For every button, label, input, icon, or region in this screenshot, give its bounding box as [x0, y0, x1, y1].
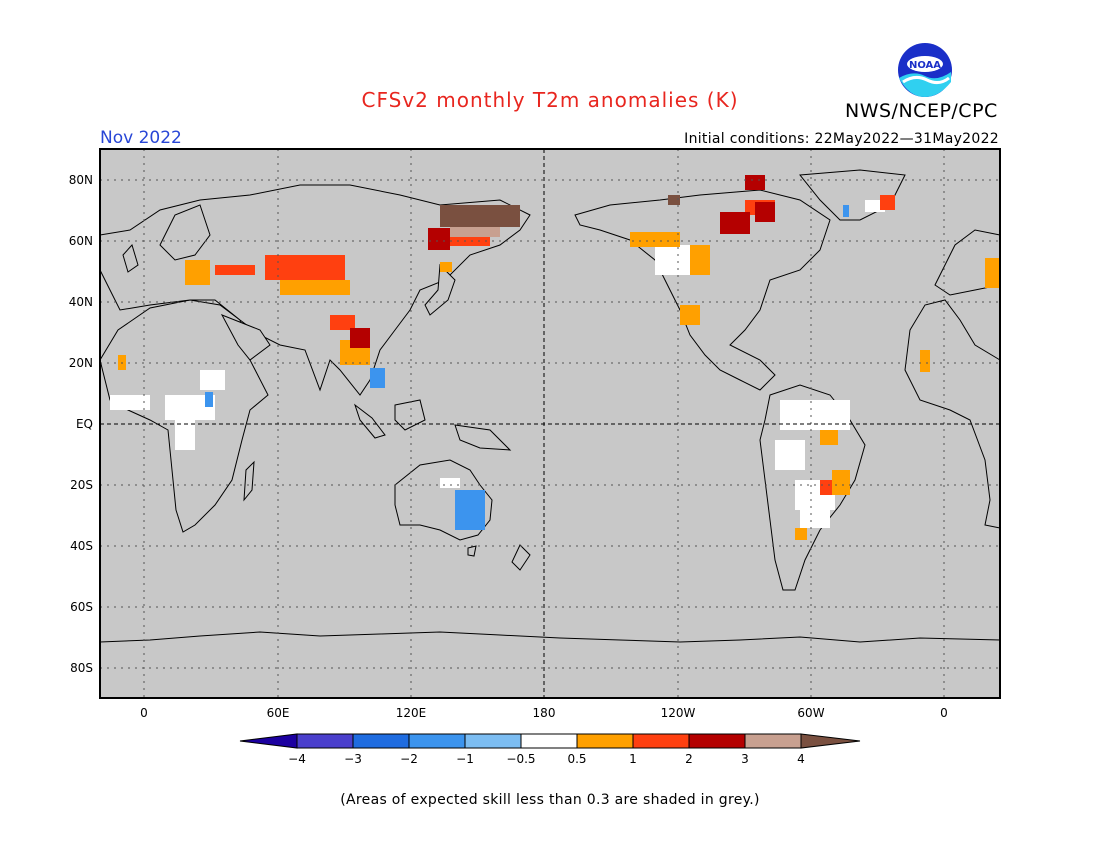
colorbar-max-arrow	[800, 733, 861, 749]
chart-title: CFSv2 monthly T2m anomalies (K)	[361, 88, 739, 112]
skill-footnote: (Areas of expected skill less than 0.3 a…	[340, 792, 760, 808]
colorbar-bin	[632, 733, 690, 749]
colorbar-bin	[464, 733, 522, 749]
colorbar-tick: 2	[685, 752, 693, 766]
anomaly-plus-2-to-3	[720, 212, 750, 234]
borneo	[394, 399, 426, 431]
colorbar-bin	[576, 733, 634, 749]
colorbar-bin	[744, 733, 802, 749]
lat-label: 20S	[70, 478, 93, 492]
lat-label: EQ	[76, 417, 93, 431]
new-guinea	[454, 424, 512, 451]
colorbar-bin	[520, 733, 578, 749]
anomaly-near-normal	[440, 478, 460, 488]
anomaly-plus-1-to-2	[215, 265, 255, 275]
anomaly-plus-1-to-2	[820, 480, 832, 495]
anomaly-minus-1-to-2	[455, 490, 485, 530]
colorbar-tick: −1	[456, 752, 474, 766]
colorbar-bin	[296, 733, 354, 749]
colorbar-bin	[688, 733, 746, 749]
colorbar-bin	[352, 733, 410, 749]
initial-conditions-label: Initial conditions: 22May2022—31May2022	[684, 131, 999, 147]
anomaly-minus-1-to-2	[205, 392, 213, 407]
lat-label: 60N	[69, 234, 93, 248]
japan	[424, 263, 456, 316]
anomaly-minus-1-to-2	[370, 368, 385, 388]
colorbar-min-arrow	[239, 733, 298, 749]
lon-labels: 0 60E 120E 180 120W 60W 0	[140, 706, 948, 720]
noaa-logo: NOAA	[898, 43, 952, 97]
anomaly-plus-2-to-3	[428, 228, 450, 250]
anomaly-plus-half-to-1	[985, 258, 1000, 288]
colorbar-tick: 4	[797, 752, 805, 766]
lon-label: 120E	[396, 706, 427, 720]
anomaly-plus-2-to-3	[745, 175, 765, 190]
colorbar: −4 −3 −2 −1 −0.5 0.5 1 2 3 4	[239, 733, 861, 766]
colorbar-tick: −4	[288, 752, 306, 766]
anomaly-plus-half-to-1	[630, 232, 680, 247]
anomaly-plus-half-to-1	[280, 280, 350, 295]
anomaly-above-4	[440, 205, 520, 227]
britain	[122, 244, 139, 273]
map-frame	[99, 148, 1001, 699]
sumatra	[354, 403, 386, 439]
anomaly-plus-2-to-3	[350, 328, 370, 348]
lat-label: 40S	[70, 539, 93, 553]
anomaly-above-4	[668, 195, 680, 205]
anomaly-plus-half-to-1	[185, 260, 210, 285]
anomaly-plus-half-to-1	[832, 470, 850, 495]
anomaly-plus-1-to-2	[880, 195, 895, 210]
colorbar-tick: −0.5	[506, 752, 535, 766]
lon-label: 60E	[267, 706, 290, 720]
lat-label: 60S	[70, 600, 93, 614]
lat-label: 40N	[69, 295, 93, 309]
anomaly-plus-half-to-1	[795, 528, 807, 540]
lat-labels: 80N 60N 40N 20N EQ 20S 40S 60S 80S	[69, 173, 93, 675]
anomaly-near-normal	[775, 440, 805, 470]
lon-label: 180	[533, 706, 556, 720]
colorbar-tick: 0.5	[567, 752, 586, 766]
anomaly-near-normal	[800, 510, 830, 528]
lon-label: 60W	[797, 706, 824, 720]
lon-label: 120W	[661, 706, 696, 720]
anomaly-plus-half-to-1	[690, 245, 710, 275]
colorbar-tick: 1	[629, 752, 637, 766]
anomaly-plus-2-to-3	[755, 202, 775, 222]
anomaly-plus-half-to-1	[440, 262, 452, 272]
lat-label: 80S	[70, 661, 93, 675]
madagascar	[243, 460, 255, 502]
anomaly-plus-3-to-4	[450, 225, 500, 237]
colorbar-tick: −3	[344, 752, 362, 766]
noaa-logo-text: NOAA	[909, 60, 941, 71]
colorbar-tick: 3	[741, 752, 749, 766]
anomaly-plus-half-to-1	[920, 350, 930, 372]
agency-label: NWS/NCEP/CPC	[845, 100, 998, 122]
anomaly-plus-1-to-2	[265, 255, 345, 280]
anomaly-plus-half-to-1	[820, 430, 838, 445]
new-zealand	[511, 544, 531, 571]
colorbar-tick: −2	[400, 752, 418, 766]
anomaly-minus-1-to-2	[843, 205, 849, 217]
lon-label: 0	[140, 706, 148, 720]
anomaly-near-normal	[110, 395, 150, 410]
lon-label: 0	[940, 706, 948, 720]
colorbar-bin	[408, 733, 466, 749]
lat-label: 20N	[69, 356, 93, 370]
tasmania	[467, 545, 477, 557]
arabia	[220, 314, 271, 361]
anomaly-near-normal	[780, 400, 850, 430]
anomaly-plus-1-to-2	[330, 315, 355, 330]
anomaly-near-normal	[175, 420, 195, 450]
anomaly-near-normal	[200, 370, 225, 390]
anomaly-plus-half-to-1	[680, 305, 700, 325]
lat-label: 80N	[69, 173, 93, 187]
scandinavia	[159, 204, 211, 261]
valid-month-label: Nov 2022	[100, 128, 182, 148]
antarctica-coast	[99, 631, 1001, 699]
